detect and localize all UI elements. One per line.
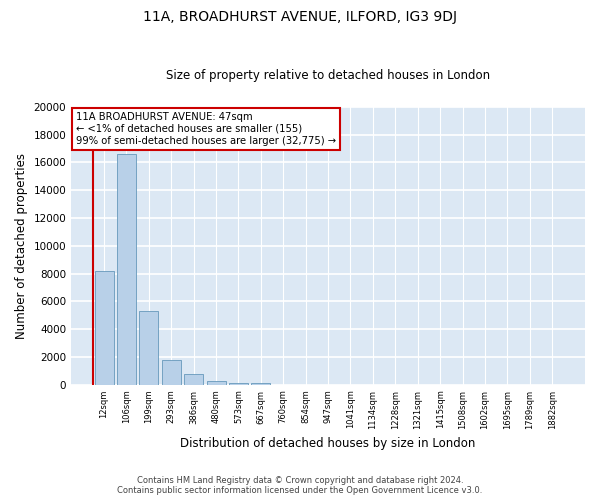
Text: Contains HM Land Registry data © Crown copyright and database right 2024.
Contai: Contains HM Land Registry data © Crown c… [118,476,482,495]
X-axis label: Distribution of detached houses by size in London: Distribution of detached houses by size … [181,437,476,450]
Bar [139,311,158,384]
Bar [95,270,113,384]
Text: 11A BROADHURST AVENUE: 47sqm
← <1% of detached houses are smaller (155)
99% of s: 11A BROADHURST AVENUE: 47sqm ← <1% of de… [76,112,337,146]
Bar [162,360,181,384]
Title: Size of property relative to detached houses in London: Size of property relative to detached ho… [166,69,490,82]
Bar [117,154,136,384]
Bar [229,382,248,384]
Bar [206,381,226,384]
Bar [184,374,203,384]
Y-axis label: Number of detached properties: Number of detached properties [15,152,28,338]
Text: 11A, BROADHURST AVENUE, ILFORD, IG3 9DJ: 11A, BROADHURST AVENUE, ILFORD, IG3 9DJ [143,10,457,24]
